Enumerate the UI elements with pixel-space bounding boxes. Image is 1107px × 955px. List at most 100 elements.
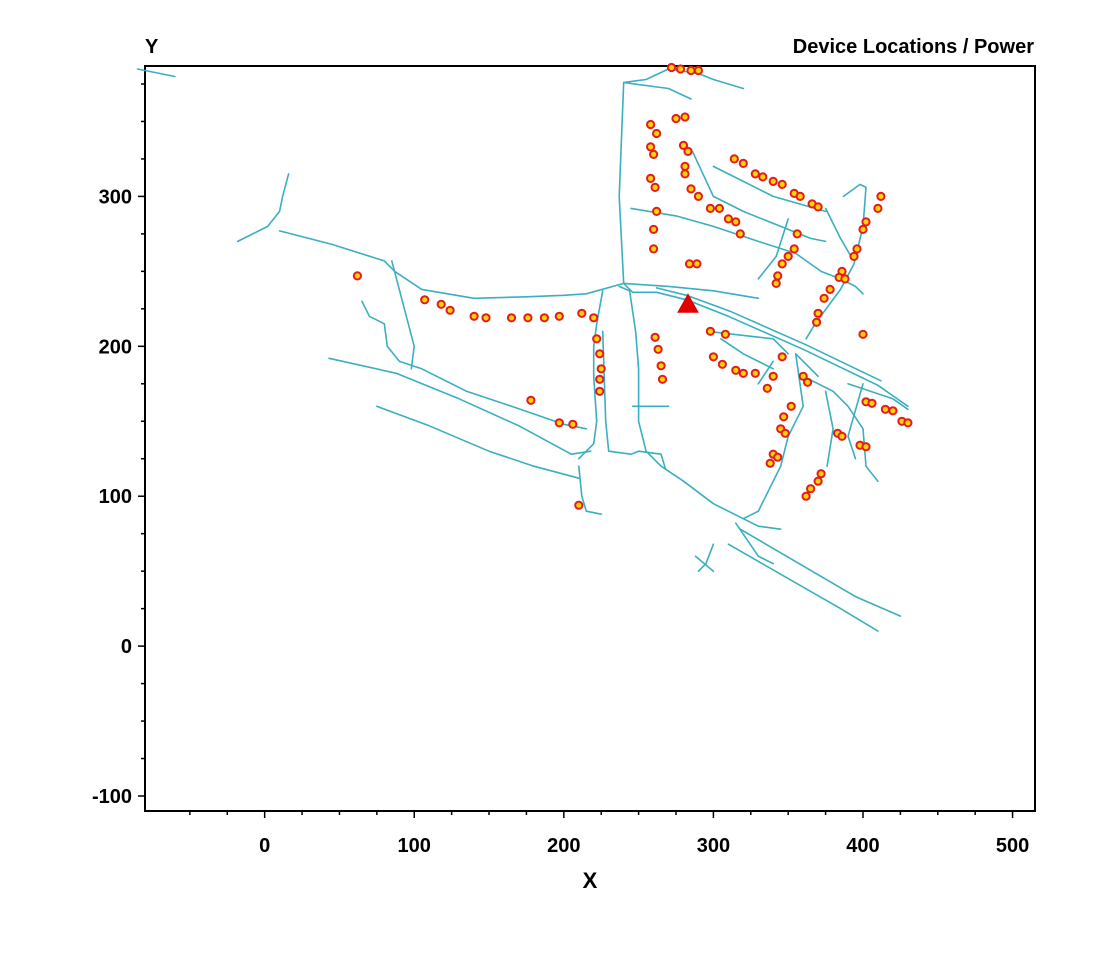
- y-tick-label: -100: [92, 786, 132, 808]
- device-point-96: [773, 452, 783, 462]
- device-point-87: [768, 371, 778, 381]
- y-tick-label: 100: [99, 486, 132, 508]
- device-point-80: [720, 329, 731, 339]
- network-line-8: [691, 150, 827, 243]
- device-point-109: [888, 406, 898, 416]
- device-point-105: [861, 442, 871, 452]
- device-point-79: [705, 326, 716, 336]
- device-point-50: [777, 259, 787, 269]
- device-point-21: [686, 184, 696, 194]
- device-point-0: [666, 62, 677, 73]
- y-axis-label: Y: [145, 36, 159, 58]
- device-point-7: [652, 128, 662, 139]
- device-point-40: [861, 217, 871, 227]
- device-point-60: [436, 299, 446, 309]
- device-point-37: [813, 202, 823, 212]
- y-tick-label: 200: [99, 336, 132, 358]
- x-axis-label: X: [583, 868, 598, 893]
- device-point-28: [729, 154, 739, 164]
- device-point-5: [680, 112, 690, 122]
- x-axis: 0 100 200 300 400 500: [189, 811, 1029, 857]
- device-point-35: [795, 191, 805, 201]
- device-point-113: [554, 418, 564, 428]
- device-point-112: [526, 395, 536, 405]
- device-point-89: [803, 377, 813, 387]
- network-line-13: [577, 289, 604, 460]
- device-point-1: [675, 64, 686, 74]
- device-point-75: [650, 332, 660, 342]
- device-point-8: [678, 140, 689, 150]
- device-point-90: [798, 371, 808, 381]
- device-point-51: [773, 271, 783, 281]
- network-line-6: [622, 81, 692, 100]
- device-markers: [352, 62, 913, 510]
- network-line-18: [706, 330, 790, 355]
- device-point-22: [693, 191, 704, 201]
- device-point-111: [903, 418, 913, 428]
- network-line-33: [734, 522, 775, 565]
- network-line-32: [577, 465, 603, 516]
- device-point-69: [589, 313, 599, 323]
- device-point-10: [680, 161, 690, 171]
- device-point-78: [657, 374, 668, 384]
- network-line-17: [637, 450, 667, 471]
- device-point-72: [596, 364, 606, 374]
- network-line-31: [361, 300, 588, 430]
- network-line-34: [727, 543, 879, 632]
- device-point-108: [880, 404, 891, 414]
- device-point-83: [731, 365, 741, 375]
- device-point-9: [683, 146, 693, 156]
- device-point-3: [693, 65, 704, 76]
- network-line-36: [697, 543, 715, 573]
- device-point-77: [656, 361, 666, 371]
- device-point-43: [849, 251, 859, 261]
- device-point-53: [825, 284, 835, 294]
- power-source-marker: [677, 293, 699, 313]
- device-point-20: [692, 259, 702, 269]
- network-line-25: [824, 390, 834, 468]
- device-point-25: [723, 214, 734, 224]
- device-point-19: [684, 259, 695, 269]
- x-tick-label: 500: [996, 835, 1029, 857]
- device-point-32: [768, 176, 778, 186]
- network-line-5: [618, 68, 745, 285]
- device-point-85: [750, 368, 760, 378]
- device-point-52: [771, 278, 781, 288]
- network-line-11: [757, 218, 790, 280]
- device-point-15: [650, 182, 660, 192]
- network-line-28: [328, 357, 592, 456]
- device-point-71: [595, 349, 605, 359]
- device-point-16: [652, 206, 662, 216]
- device-point-73: [595, 374, 605, 384]
- device-point-115: [574, 500, 584, 510]
- network-line-12: [824, 207, 852, 258]
- device-point-97: [765, 458, 775, 468]
- network-line-22: [742, 352, 805, 520]
- device-point-41: [858, 224, 868, 234]
- network-line-7: [630, 207, 864, 295]
- device-point-24: [714, 203, 725, 213]
- device-point-48: [789, 244, 799, 254]
- chart-title: Device Locations / Power: [793, 36, 1034, 58]
- device-point-55: [813, 308, 823, 318]
- device-point-99: [813, 476, 823, 486]
- network-line-30: [390, 260, 416, 370]
- device-point-46: [840, 274, 850, 284]
- device-point-27: [735, 229, 745, 239]
- device-point-49: [783, 251, 793, 261]
- network-line-4: [877, 384, 909, 408]
- network-line-0: [236, 173, 290, 243]
- network-line-20: [757, 360, 775, 385]
- device-point-66: [539, 313, 550, 323]
- device-point-94: [780, 428, 790, 438]
- network-line-15: [601, 330, 640, 456]
- x-tick-label: 400: [846, 835, 879, 857]
- device-point-33: [777, 179, 787, 189]
- network-lines: [136, 68, 909, 632]
- device-point-13: [649, 149, 659, 159]
- device-point-39: [873, 203, 883, 213]
- network-line-19: [720, 337, 775, 370]
- device-point-82: [717, 359, 728, 369]
- device-point-59: [420, 295, 430, 305]
